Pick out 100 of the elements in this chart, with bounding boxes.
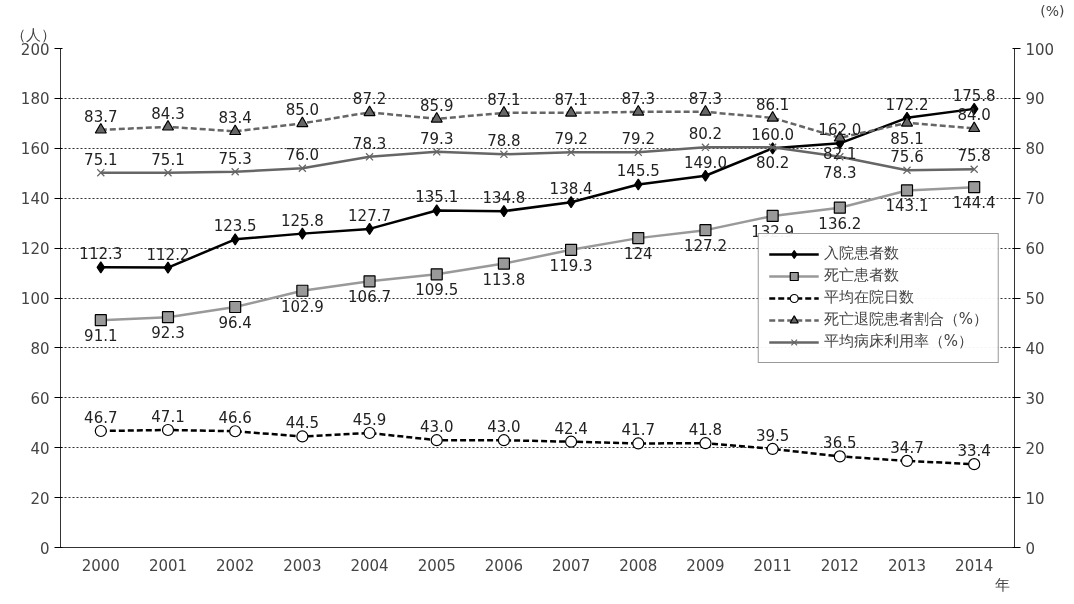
data-label: 127.2	[683, 237, 727, 256]
data-label: 124	[623, 245, 653, 264]
data-label: 79.2	[554, 130, 588, 149]
data-label: 75.8	[957, 147, 991, 166]
y-tick-label: 40	[30, 439, 50, 458]
data-label: 44.5	[285, 414, 320, 433]
data-label: 135.1	[415, 188, 459, 207]
data-label: 79.2	[621, 130, 655, 149]
legend-label: 死亡患者数	[823, 266, 899, 285]
data-label: 39.5	[755, 426, 790, 445]
y-tick-label: 140	[20, 190, 50, 209]
data-label: 41.7	[621, 421, 655, 440]
legend-label: 入院患者数	[823, 244, 899, 263]
data-label: 109.5	[415, 281, 459, 300]
x-axis-title: 年	[994, 575, 1010, 594]
data-label: 75.6	[890, 148, 924, 167]
data-label: 143.1	[885, 197, 929, 216]
x-tick-label: 2014	[955, 556, 994, 575]
y-tick-label: 100	[20, 290, 50, 308]
y2-tick-label: 100	[1025, 40, 1055, 59]
y2-tick-label: 0	[1025, 539, 1036, 558]
data-label: 46.6	[218, 409, 252, 428]
x-tick-label: 2008	[619, 556, 658, 575]
data-label: 78.3	[823, 163, 857, 182]
data-label: 138.4	[549, 180, 593, 199]
data-label: 43.0	[420, 418, 454, 437]
data-label: 102.9	[280, 297, 324, 316]
data-label: 75.1	[151, 150, 185, 169]
x-tick-label: 2001	[148, 556, 188, 575]
data-label: 134.8	[482, 189, 526, 208]
legend-label: 平均在院日数	[823, 288, 914, 307]
data-label: 43.0	[487, 418, 521, 437]
y-tick-label: 80	[30, 339, 50, 358]
data-label: 36.5	[823, 434, 857, 453]
data-label: 33.4	[957, 442, 991, 461]
data-label: 127.7	[348, 206, 392, 225]
y-axis-title: （人）	[10, 25, 56, 44]
data-label: 144.4	[952, 194, 996, 213]
data-label: 125.8	[280, 211, 324, 230]
x-tick-label: 2004	[350, 556, 389, 575]
data-label: 172.2	[885, 95, 929, 114]
data-label: 145.5	[616, 162, 660, 181]
data-label: 87.3	[688, 89, 723, 108]
y2-tick-label: 90	[1025, 90, 1045, 109]
data-label: 42.4	[554, 419, 588, 438]
data-label: 84.3	[151, 104, 185, 123]
data-label: 84.0	[957, 106, 991, 125]
y-tick-label: 20	[30, 489, 50, 508]
data-label: 96.4	[218, 313, 252, 332]
data-label: 80.2	[755, 154, 790, 173]
data-label: 34.7	[890, 438, 924, 457]
y-tick-label: 0	[39, 539, 50, 558]
data-label: 106.7	[348, 288, 392, 307]
data-label: 149.0	[683, 153, 727, 172]
data-label: 123.5	[213, 217, 257, 236]
data-label: 136.2	[818, 214, 862, 233]
y2-tick-label: 10	[1025, 489, 1045, 508]
data-label: 86.1	[755, 95, 790, 114]
legend-label: 平均病床利用率（%）	[823, 332, 973, 351]
data-label: 76.0	[285, 146, 320, 165]
data-label: 112.3	[79, 245, 123, 264]
data-label: 113.8	[482, 270, 526, 289]
data-label: 45.9	[352, 410, 387, 429]
y2-tick-label: 70	[1025, 190, 1045, 209]
x-tick-label: 2000	[81, 556, 120, 575]
y2-tick-label: 80	[1025, 140, 1045, 159]
x-tick-label: 2011	[753, 556, 792, 575]
y-tick-label: 60	[30, 389, 50, 408]
x-tick-label: 2013	[887, 556, 927, 575]
y2-tick-label: 20	[1025, 439, 1045, 458]
data-label: 91.1	[84, 327, 118, 346]
data-label: 87.3	[621, 89, 655, 108]
data-label: 41.8	[688, 421, 723, 440]
x-tick-label: 2006	[484, 556, 524, 575]
data-label: 87.1	[554, 90, 588, 109]
data-label: 175.8	[952, 86, 996, 105]
y-tick-label: 120	[20, 240, 50, 259]
data-label: 92.3	[151, 324, 185, 343]
data-label: 83.4	[218, 109, 252, 128]
x-tick-label: 2003	[283, 556, 322, 575]
legend-label: 死亡退院患者割合（%）	[823, 310, 988, 329]
data-label: 87.2	[352, 90, 387, 109]
data-label: 46.7	[84, 408, 118, 427]
data-label: 78.8	[487, 132, 521, 151]
data-label: 78.3	[352, 134, 387, 153]
data-label: 160.0	[751, 126, 795, 145]
data-label: 80.2	[688, 125, 723, 144]
y2-tick-label: 50	[1025, 290, 1045, 308]
y-tick-label: 180	[20, 90, 50, 109]
y2-tick-label: 60	[1025, 240, 1045, 259]
data-label: 75.3	[218, 149, 252, 168]
data-label: 132.9	[751, 222, 795, 241]
data-label: 75.1	[84, 150, 118, 169]
x-tick-label: 2007	[552, 556, 591, 575]
data-label: 85.0	[285, 101, 320, 120]
data-label: 79.3	[420, 129, 454, 148]
data-label: 85.1	[890, 129, 924, 148]
data-label: 83.7	[84, 107, 118, 126]
data-label: 47.1	[151, 407, 185, 426]
y2-axis-title: (%)	[1040, 2, 1065, 19]
